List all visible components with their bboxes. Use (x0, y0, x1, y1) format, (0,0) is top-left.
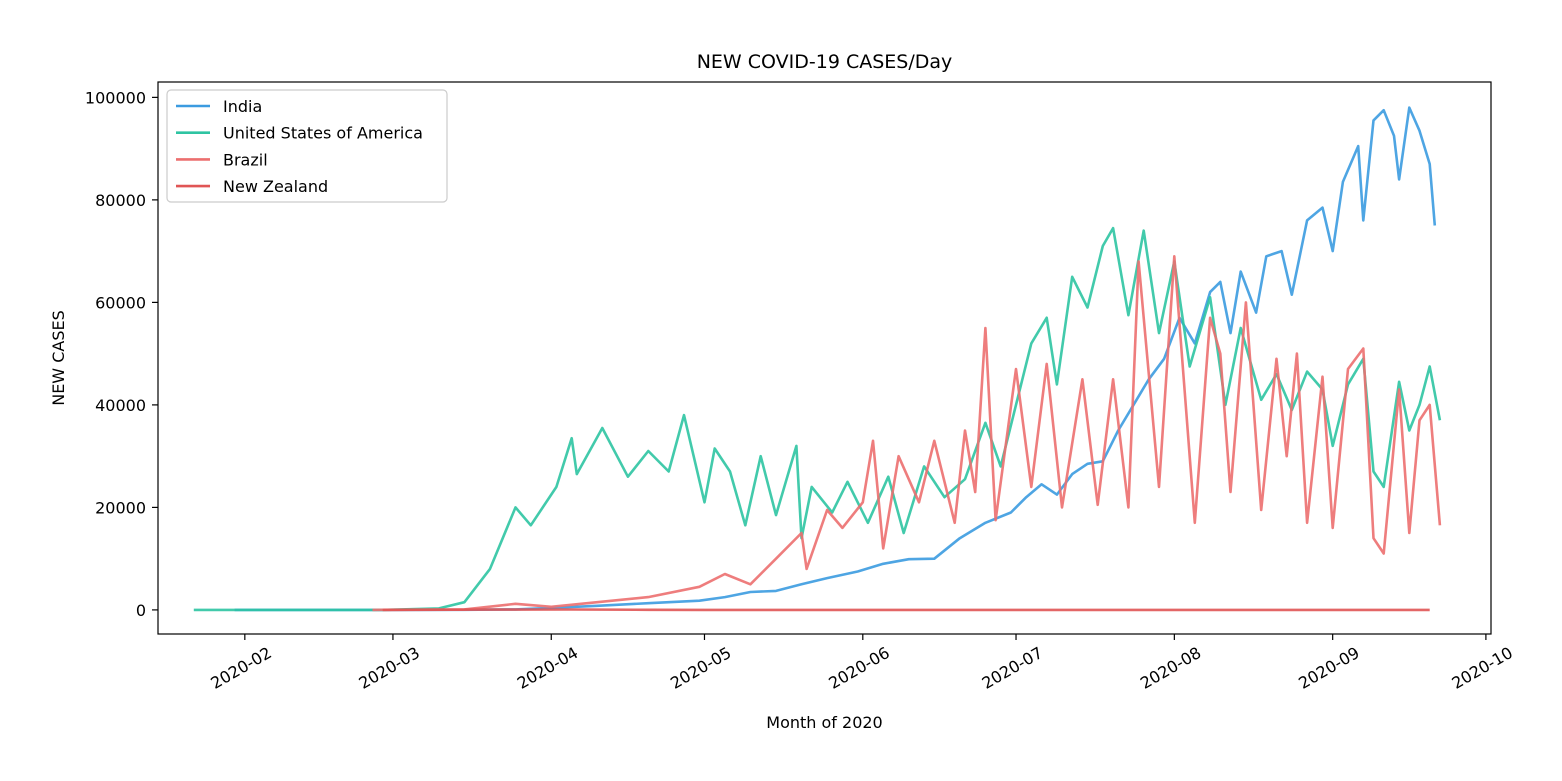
legend-box (166, 89, 448, 203)
x-tick-label: 2020-08 (1137, 643, 1204, 693)
legend-label-1: United States of America (223, 124, 423, 143)
plot-area (157, 81, 1492, 635)
x-axis: 2020-02 2020-03 2020-04 2020-05 2020-06 2020-… (207, 634, 1516, 693)
y-tick-label: 0 (136, 601, 146, 620)
x-tick-label: 2020-09 (1295, 643, 1362, 693)
x-tick-label: 2020-06 (825, 643, 892, 693)
x-tick-label: 2020-07 (979, 643, 1046, 693)
x-tick-label: 2020-03 (356, 643, 423, 693)
legend-label-2: Brazil (223, 150, 268, 169)
y-tick-label: 20000 (95, 498, 146, 517)
legend: India United States of America Brazil New Z… (166, 89, 448, 203)
y-axis: 0 20000 40000 60000 80000 100000 (85, 88, 158, 620)
x-axis-label: Month of 2020 (766, 713, 882, 732)
y-axis-label: NEW CASES (49, 310, 68, 406)
chart-title: NEW COVID-19 CASES/Day (697, 51, 953, 73)
plot-frame (157, 81, 1492, 635)
y-tick-label: 100000 (85, 88, 146, 107)
x-tick-label: 2020-10 (1448, 643, 1515, 693)
y-tick-label: 60000 (95, 293, 146, 312)
y-tick-label: 40000 (95, 396, 146, 415)
series-line-2 (372, 255, 1442, 612)
legend-label-3: New Zealand (223, 177, 328, 196)
legend-label-0: India (223, 97, 262, 116)
x-tick-label: 2020-04 (514, 643, 581, 693)
series-layer (193, 106, 1442, 612)
x-tick-label: 2020-02 (207, 643, 274, 693)
y-tick-label: 80000 (95, 191, 146, 210)
series-line-0 (234, 106, 1437, 612)
x-tick-label: 2020-05 (667, 643, 734, 693)
series-line-1 (193, 226, 1442, 612)
